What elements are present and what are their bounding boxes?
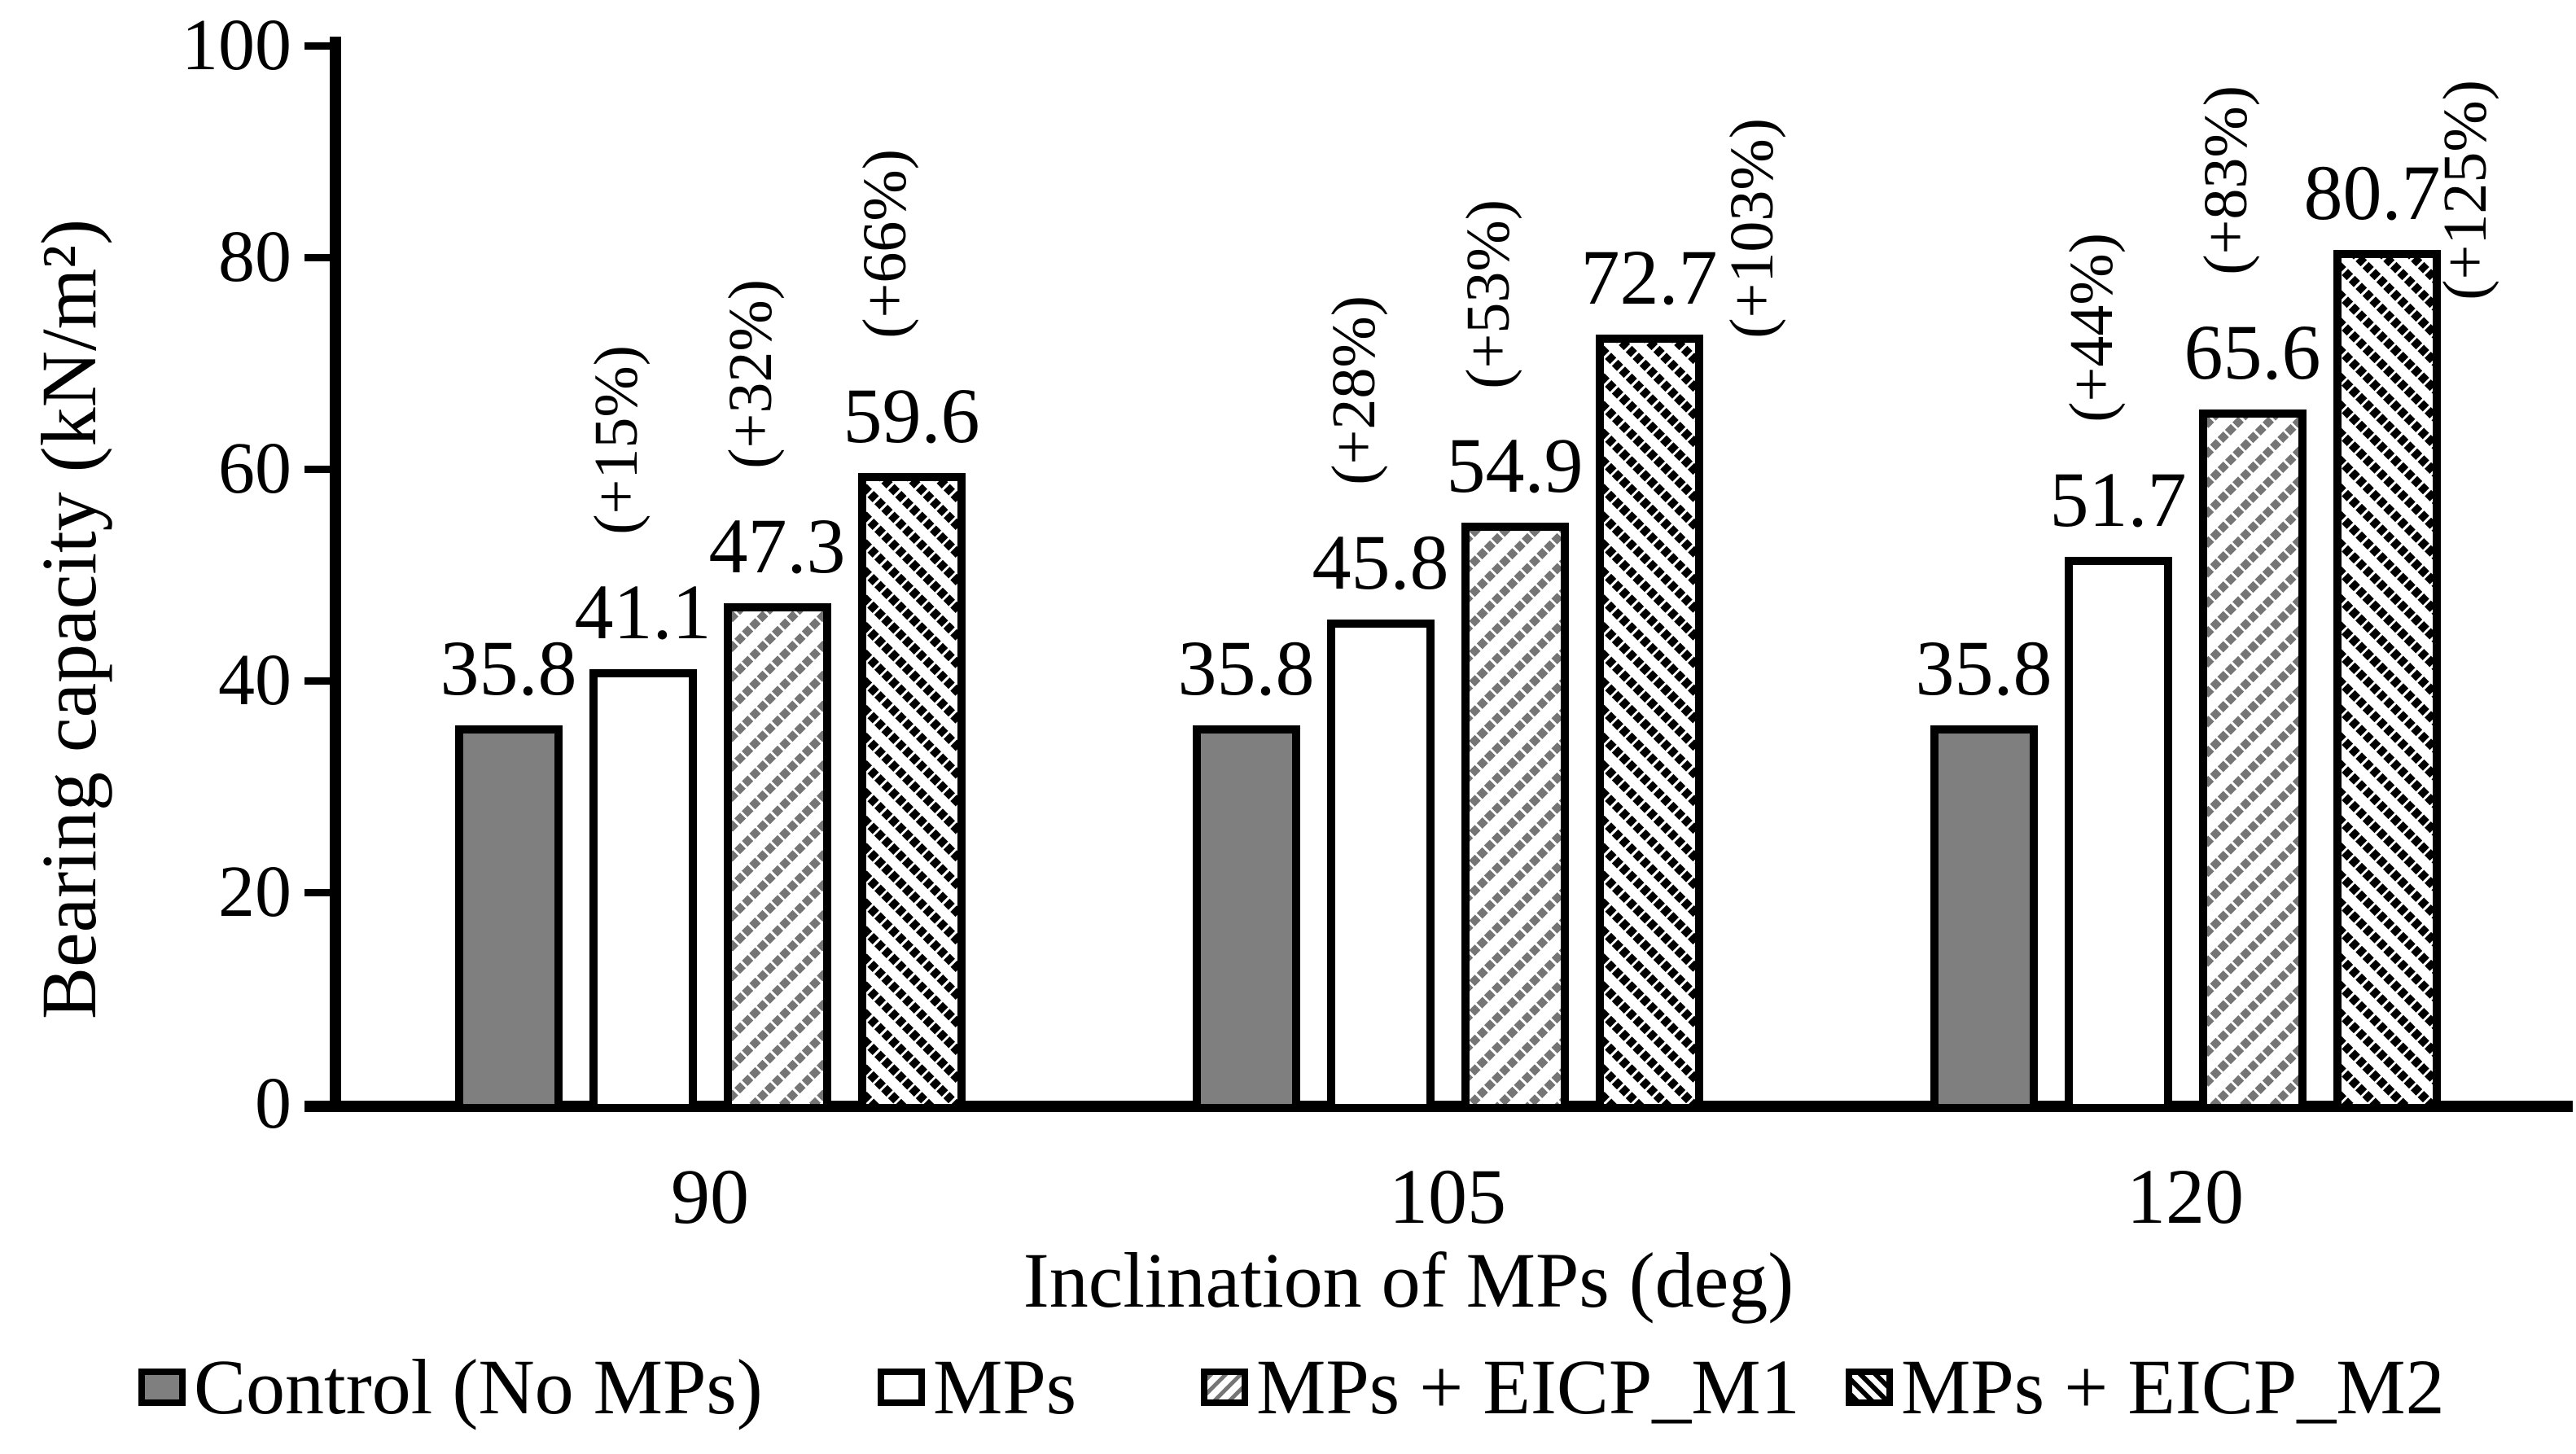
legend-swatch-p-solid <box>138 1369 186 1406</box>
bar <box>1192 725 1300 1112</box>
bar <box>2064 556 2172 1112</box>
y-axis-tick <box>304 465 335 473</box>
legend-item: MPs + EICP_M2 <box>1846 1342 2445 1433</box>
bar-value-label: 35.8 <box>1915 624 2052 712</box>
y-axis-line <box>330 37 341 1112</box>
bar <box>2333 249 2441 1112</box>
y-tick-label: 40 <box>218 640 291 720</box>
bar-value-label: 65.6 <box>2184 309 2321 396</box>
bar-value-label: 47.3 <box>708 502 846 590</box>
legend-item: MPs <box>878 1342 1076 1433</box>
bar <box>723 603 831 1112</box>
x-category-label: 105 <box>1389 1153 1506 1240</box>
legend-label: Control (No MPs) <box>194 1343 763 1430</box>
bar-pct-label: (+28%) <box>1319 295 1388 485</box>
bar-value-label: 35.8 <box>1177 624 1315 712</box>
bar-pct-label: (+53%) <box>1453 199 1522 389</box>
y-tick-label: 0 <box>255 1063 291 1144</box>
bar <box>2198 409 2307 1112</box>
y-axis-tick <box>304 888 335 896</box>
bar-pct-label: (+83%) <box>2191 85 2260 276</box>
bar-value-label: 45.8 <box>1312 518 1449 606</box>
legend-swatch-p-m1 <box>1201 1369 1248 1406</box>
bar-value-label: 51.7 <box>2049 455 2187 543</box>
legend-label: MPs + EICP_M1 <box>1256 1343 1800 1430</box>
legend-item: Control (No MPs) <box>138 1342 763 1433</box>
bar-pct-label: (+125%) <box>2430 80 2499 300</box>
legend-swatch-p-white <box>878 1369 925 1406</box>
x-axis-title: Inclination of MPs (deg) <box>1023 1237 1794 1324</box>
y-tick-label: 80 <box>218 217 291 297</box>
bar <box>1326 619 1435 1112</box>
bar-value-label: 72.7 <box>1580 233 1718 321</box>
legend-swatch-p-m2 <box>1846 1369 1893 1406</box>
bar <box>1930 725 2038 1112</box>
bar-value-label: 59.6 <box>843 372 980 460</box>
y-axis-tick <box>304 42 335 50</box>
bar-pct-label: (+32%) <box>716 279 785 470</box>
x-category-label: 120 <box>2127 1153 2244 1240</box>
bar <box>589 668 697 1112</box>
bar-value-label: 35.8 <box>440 624 577 712</box>
bar-pct-label: (+103%) <box>1717 118 1786 339</box>
legend-label: MPs + EICP_M2 <box>1901 1343 2445 1430</box>
bar <box>857 473 966 1112</box>
bar-value-label: 54.9 <box>1446 422 1584 510</box>
bar-pct-label: (+44%) <box>2057 233 2126 423</box>
bar <box>454 725 563 1112</box>
y-tick-label: 60 <box>218 428 291 509</box>
x-category-label: 90 <box>671 1153 749 1240</box>
legend-label: MPs <box>933 1343 1077 1430</box>
bar-pct-label: (+15%) <box>581 344 651 535</box>
y-tick-label: 20 <box>218 852 291 932</box>
y-axis-tick <box>304 253 335 261</box>
bar <box>1461 523 1569 1112</box>
bar-value-label: 41.1 <box>574 567 712 655</box>
bar <box>1595 334 1703 1112</box>
y-axis-tick <box>304 1100 335 1108</box>
legend-item: MPs + EICP_M1 <box>1201 1342 1800 1433</box>
bar-value-label: 80.7 <box>2303 148 2441 236</box>
y-axis-tick <box>304 677 335 685</box>
y-tick-label: 100 <box>182 5 291 85</box>
bar-pct-label: (+66%) <box>850 149 919 339</box>
